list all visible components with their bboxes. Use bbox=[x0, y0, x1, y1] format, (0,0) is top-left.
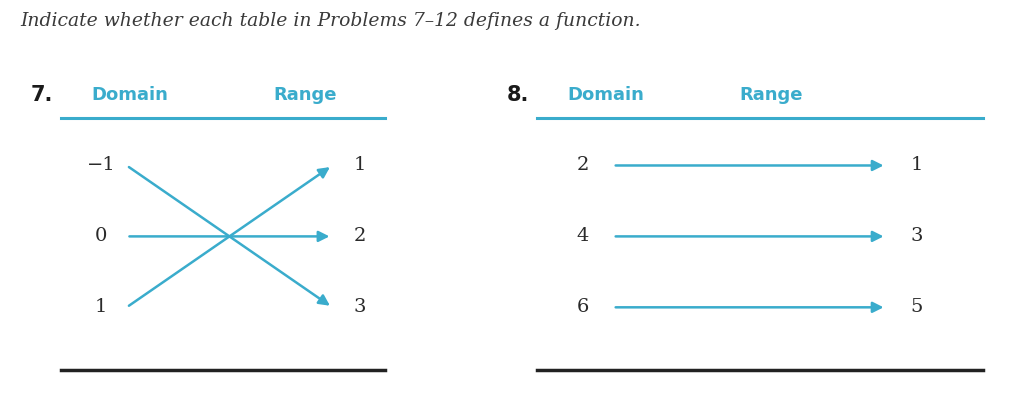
Text: 8.: 8. bbox=[506, 85, 529, 104]
Text: 2: 2 bbox=[354, 227, 366, 245]
Text: Domain: Domain bbox=[91, 85, 168, 104]
Text: 1: 1 bbox=[95, 298, 107, 316]
Text: 1: 1 bbox=[354, 156, 366, 175]
Text: 3: 3 bbox=[354, 298, 366, 316]
Text: Indicate whether each table in Problems 7–12 defines a function.: Indicate whether each table in Problems … bbox=[20, 12, 641, 30]
Text: 4: 4 bbox=[576, 227, 589, 245]
Text: 7.: 7. bbox=[30, 85, 53, 104]
Text: 0: 0 bbox=[95, 227, 107, 245]
Text: 3: 3 bbox=[911, 227, 923, 245]
Text: −1: −1 bbox=[87, 156, 115, 175]
Text: 1: 1 bbox=[911, 156, 923, 175]
Text: 6: 6 bbox=[576, 298, 589, 316]
Text: 2: 2 bbox=[576, 156, 589, 175]
Text: Range: Range bbox=[739, 85, 803, 104]
Text: 5: 5 bbox=[911, 298, 923, 316]
Text: Domain: Domain bbox=[567, 85, 644, 104]
Text: Range: Range bbox=[274, 85, 337, 104]
